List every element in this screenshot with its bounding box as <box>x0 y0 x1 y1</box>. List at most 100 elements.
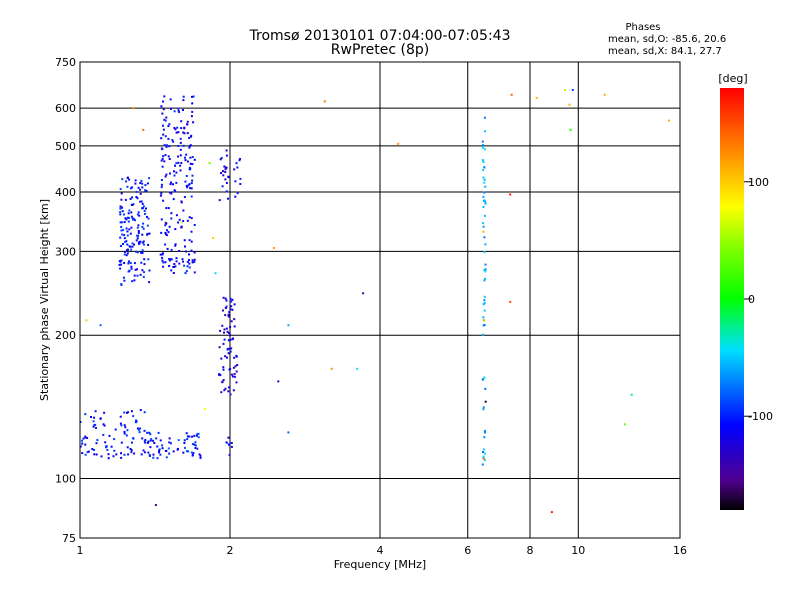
data-point <box>170 248 173 251</box>
data-point <box>159 194 162 197</box>
data-point <box>484 452 486 455</box>
data-point <box>287 324 290 327</box>
data-point <box>120 263 123 266</box>
data-point <box>175 214 178 217</box>
data-point <box>179 148 182 151</box>
data-point <box>362 292 365 295</box>
data-point <box>238 159 241 162</box>
data-point <box>203 408 206 410</box>
data-point <box>131 217 134 220</box>
data-point <box>199 454 202 457</box>
data-point <box>168 441 171 444</box>
data-point <box>123 432 126 435</box>
data-point <box>190 135 192 138</box>
data-point <box>483 295 486 298</box>
data-point <box>222 366 225 369</box>
data-point <box>175 131 178 134</box>
data-point <box>141 233 144 236</box>
data-point <box>170 181 173 184</box>
data-point <box>148 281 151 284</box>
data-point <box>162 128 165 131</box>
data-point <box>603 93 606 96</box>
data-point <box>227 315 230 318</box>
data-point <box>195 444 197 447</box>
data-point <box>122 228 125 231</box>
data-point <box>126 230 129 233</box>
data-point <box>227 332 230 334</box>
data-point <box>113 438 116 441</box>
data-point <box>234 180 237 183</box>
data-point <box>235 381 238 384</box>
data-point <box>186 123 188 126</box>
data-point <box>136 234 139 237</box>
data-point <box>188 239 191 242</box>
data-point <box>84 453 87 456</box>
data-point <box>113 449 116 452</box>
data-point <box>156 445 159 448</box>
data-point <box>119 207 122 210</box>
data-point <box>139 273 142 276</box>
data-point <box>165 234 168 237</box>
data-point <box>150 438 153 441</box>
data-point <box>188 253 190 256</box>
data-point <box>224 178 227 181</box>
data-point <box>145 189 148 192</box>
data-point <box>159 253 162 256</box>
data-point <box>148 177 151 180</box>
data-point <box>239 177 242 180</box>
x-axis-label: Frequency [MHz] <box>334 558 426 571</box>
data-point <box>141 437 144 440</box>
data-point <box>175 162 178 165</box>
data-point <box>141 249 144 252</box>
data-point <box>483 436 486 439</box>
data-point <box>535 97 538 99</box>
data-point <box>138 431 141 434</box>
data-point <box>141 202 144 205</box>
data-point <box>233 303 236 306</box>
data-point <box>190 195 193 198</box>
x-tick-label: 1 <box>77 544 84 557</box>
data-point <box>123 424 126 427</box>
y-axis-label: Stationary phase Virtual Height [km] <box>38 199 51 401</box>
data-point <box>225 441 228 444</box>
data-point <box>178 218 181 221</box>
data-point <box>123 213 125 216</box>
data-point <box>135 196 138 198</box>
data-point <box>482 406 485 409</box>
data-point <box>228 311 231 313</box>
data-point <box>167 155 170 158</box>
data-point <box>136 213 139 216</box>
data-point <box>129 448 132 450</box>
data-point <box>170 217 173 220</box>
data-point <box>188 262 191 265</box>
data-point <box>124 250 126 253</box>
y-tick-label: 75 <box>62 532 76 545</box>
data-point <box>162 199 165 202</box>
data-point <box>483 199 486 202</box>
data-point <box>185 153 188 156</box>
data-point <box>236 192 239 195</box>
data-point <box>218 373 221 376</box>
data-point <box>233 325 236 328</box>
data-point <box>161 256 164 259</box>
data-point <box>183 132 186 135</box>
data-point <box>225 299 228 302</box>
data-point <box>231 375 234 378</box>
data-point <box>231 338 234 341</box>
data-point <box>146 233 149 236</box>
data-point <box>168 452 171 455</box>
data-point <box>155 437 158 440</box>
data-point <box>139 240 142 243</box>
data-point <box>142 128 145 131</box>
data-point <box>186 132 189 135</box>
data-point <box>196 447 199 450</box>
data-point <box>165 456 168 459</box>
data-point <box>120 441 123 444</box>
data-point <box>168 265 171 267</box>
data-point <box>119 205 122 208</box>
data-point <box>176 126 179 129</box>
data-point <box>164 231 167 234</box>
data-point <box>230 305 233 308</box>
data-point <box>174 243 177 246</box>
data-point <box>130 248 133 251</box>
